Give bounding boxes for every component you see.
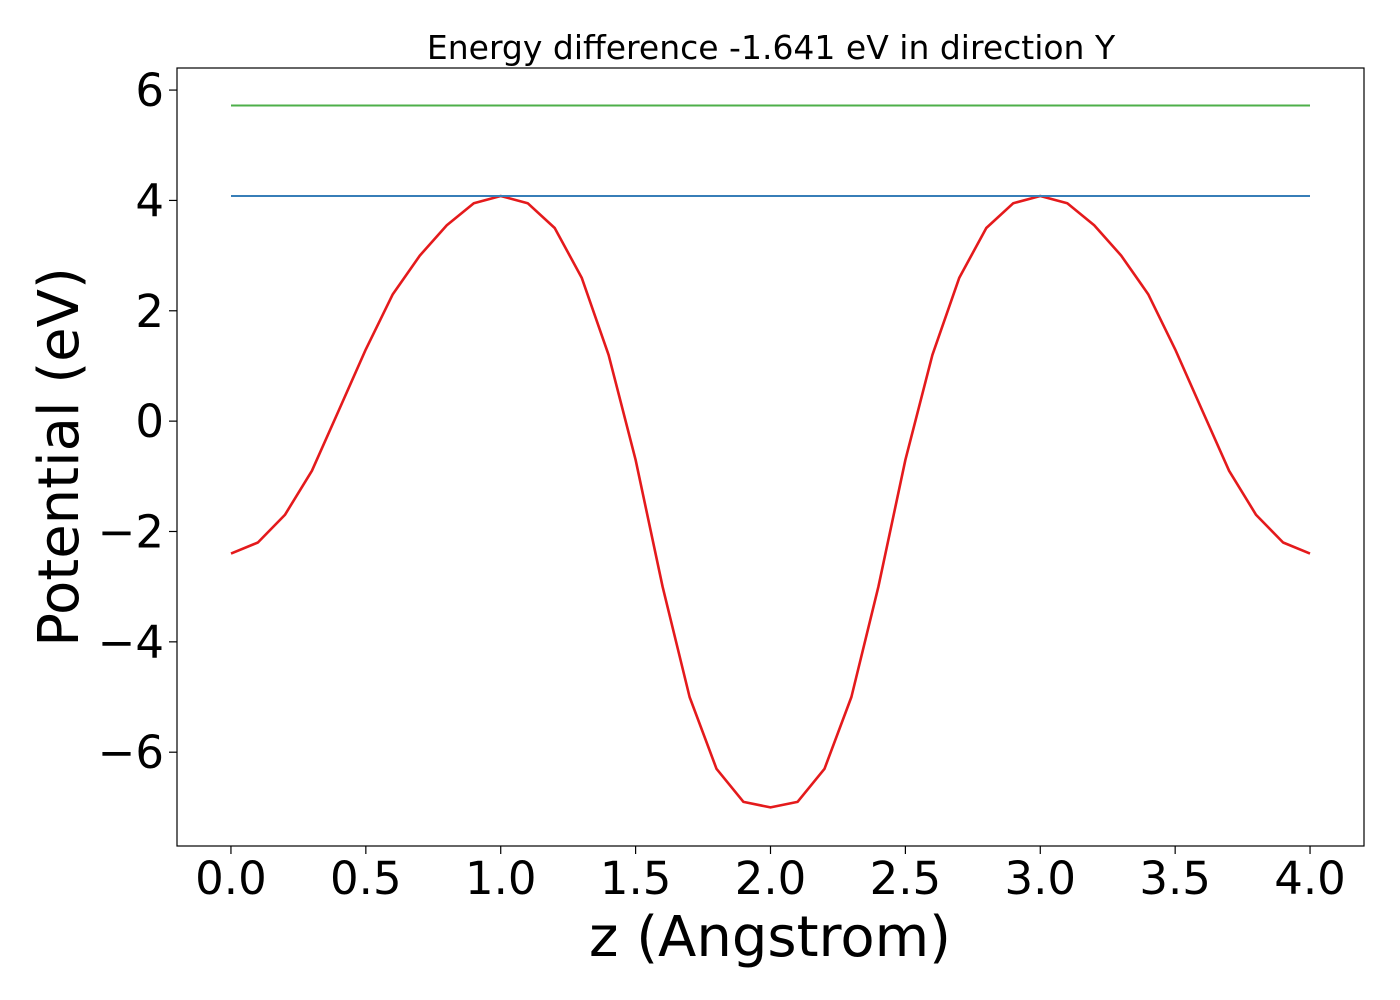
y-tick-label: −2 — [98, 505, 164, 558]
x-tick-label: 1.0 — [465, 852, 537, 905]
x-tick-label: 4.0 — [1274, 852, 1346, 905]
x-tick-label: 3.0 — [1004, 852, 1076, 905]
y-axis-label: Potential (eV) — [27, 267, 92, 647]
x-axis-ticks: 0.0 0.5 1.0 1.5 2.0 2.5 3.0 3.5 4.0 — [195, 846, 1346, 905]
x-tick-label: 1.5 — [600, 852, 672, 905]
y-tick-label: 2 — [135, 285, 164, 338]
y-tick-label: −6 — [98, 726, 164, 779]
axes-frame — [176, 67, 1365, 847]
x-axis-label: z (Angstrom) — [589, 905, 951, 970]
x-tick-label: 3.5 — [1139, 852, 1211, 905]
chart-title: Energy difference -1.641 eV in direction… — [427, 28, 1116, 67]
x-tick-label: 2.0 — [735, 852, 807, 905]
series-line-0 — [230, 194, 1311, 809]
y-axis-ticks: −6 −4 −2 0 2 4 6 — [98, 64, 177, 779]
y-tick-label: 0 — [135, 395, 164, 448]
x-tick-label: 0.0 — [195, 852, 267, 905]
y-tick-label: −4 — [98, 616, 164, 669]
y-tick-label: 6 — [135, 64, 164, 117]
plot-area — [176, 67, 1365, 847]
y-tick-label: 4 — [135, 174, 164, 227]
x-tick-label: 2.5 — [870, 852, 942, 905]
x-tick-label: 0.5 — [330, 852, 402, 905]
series-group — [230, 104, 1311, 809]
